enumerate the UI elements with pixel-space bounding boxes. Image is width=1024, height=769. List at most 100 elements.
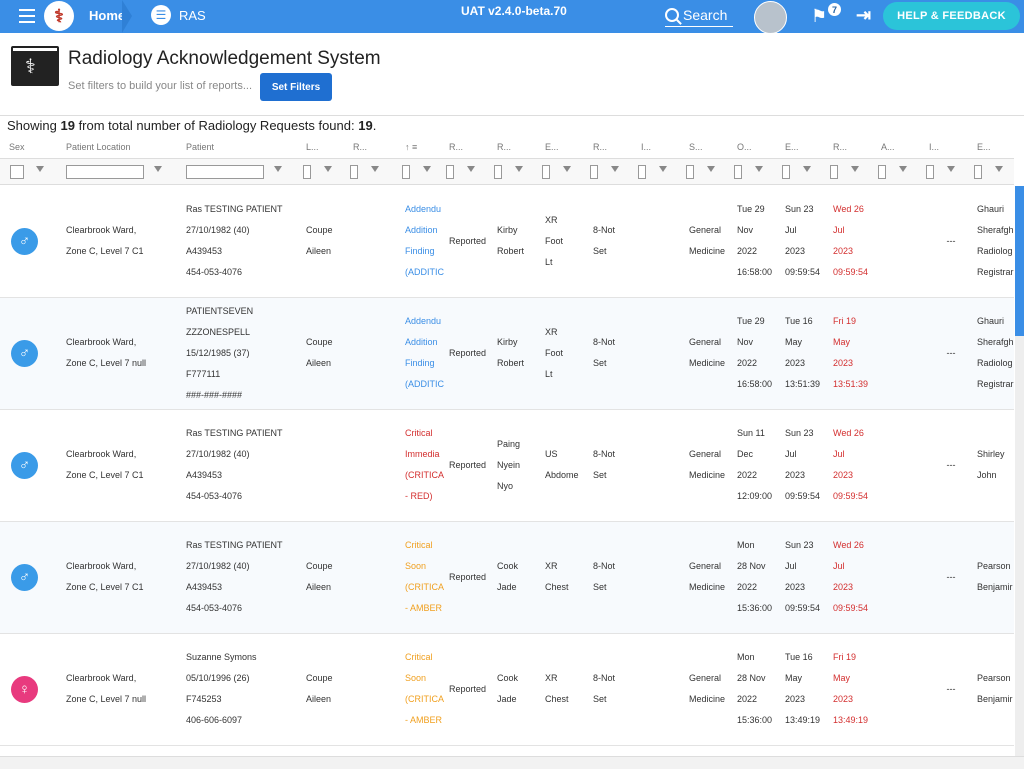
filter-icon[interactable]: [803, 166, 811, 172]
column-filter-input[interactable]: [878, 165, 886, 179]
column-filter-input[interactable]: [734, 165, 742, 179]
app-logo-icon[interactable]: ⚕: [44, 1, 74, 31]
filter-icon[interactable]: [515, 166, 523, 172]
cell-ordered: Sun 11 Dec 2022 12:09:00: [737, 428, 773, 501]
flag-icon[interactable]: ⚑: [811, 6, 828, 26]
filter-icon[interactable]: [947, 166, 955, 172]
logout-icon[interactable]: ⇥: [856, 5, 872, 25]
cell-summary[interactable]: Critical Soon (CRITICA - AMBER: [405, 652, 444, 725]
column-filter-input[interactable]: [446, 165, 454, 179]
filter-icon[interactable]: [371, 166, 379, 172]
cell-exam: XR Chest: [545, 673, 569, 704]
cell-a: ---: [946, 683, 956, 694]
filter-icon[interactable]: [563, 166, 571, 172]
table-row[interactable]: [0, 186, 1014, 298]
column-header[interactable]: Patient: [186, 142, 215, 152]
column-filter-input[interactable]: [638, 165, 646, 179]
cell-summary[interactable]: Critical Immedia (CRITICA - RED): [405, 428, 444, 501]
search-button[interactable]: Search: [665, 4, 733, 27]
cell-exam-date: Sun 23 Jul 2023 09:59:54: [785, 540, 821, 613]
column-header[interactable]: E...: [785, 142, 799, 152]
column-header[interactable]: R...: [449, 142, 464, 152]
column-filter-input[interactable]: [66, 165, 144, 179]
filter-icon[interactable]: [274, 166, 282, 172]
column-filter-input[interactable]: [782, 165, 790, 179]
column-header[interactable]: R...: [593, 142, 608, 152]
column-header[interactable]: R...: [353, 142, 368, 152]
cell-s: General Medicine: [689, 337, 726, 368]
cell-a: ---: [946, 235, 956, 246]
cell-location: Clearbrook Ward, Zone C, Level 7 C1: [66, 449, 144, 480]
column-filter-input[interactable]: [494, 165, 502, 179]
column-filter-input[interactable]: [186, 165, 264, 179]
breadcrumb-separator: [122, 0, 132, 33]
column-filter-input[interactable]: [350, 165, 358, 179]
table-row[interactable]: [0, 522, 1014, 634]
column-header[interactable]: R...: [833, 142, 848, 152]
scrollbar-track[interactable]: [1015, 186, 1024, 756]
summary-shown-count: 19: [60, 118, 75, 133]
cell-e: Pearson Benjamir: [977, 561, 1013, 592]
cell-exam: US Abdome: [545, 449, 579, 480]
cell-patient: Ras TESTING PATIENT 27/10/1982 (40) A439…: [186, 540, 283, 613]
horizontal-scrollbar[interactable]: [0, 756, 1024, 769]
filter-icon[interactable]: [36, 166, 44, 172]
column-header[interactable]: A...: [881, 142, 895, 152]
filter-icon[interactable]: [899, 166, 907, 172]
column-filter-input[interactable]: [926, 165, 934, 179]
breadcrumb-ras[interactable]: RAS: [179, 8, 206, 23]
cell-s: General Medicine: [689, 449, 726, 480]
column-header[interactable]: R...: [497, 142, 512, 152]
filter-icon[interactable]: [611, 166, 619, 172]
filter-icon[interactable]: [423, 166, 431, 172]
set-filters-button[interactable]: Set Filters: [260, 73, 332, 101]
filter-icon[interactable]: [995, 166, 1003, 172]
table-row[interactable]: [0, 410, 1014, 522]
column-header[interactable]: O...: [737, 142, 752, 152]
filter-icon[interactable]: [324, 166, 332, 172]
column-filter-input[interactable]: [303, 165, 311, 179]
help-feedback-button[interactable]: HELP & FEEDBACK: [883, 2, 1020, 30]
search-icon: [665, 8, 679, 22]
cell-ordered: Tue 29 Nov 2022 16:58:00: [737, 204, 773, 277]
column-header[interactable]: E...: [977, 142, 991, 152]
cell-location: Clearbrook Ward, Zone C, Level 7 null: [66, 337, 147, 368]
results-summary: Showing 19 from total number of Radiolog…: [7, 118, 376, 133]
filter-icon[interactable]: [467, 166, 475, 172]
column-header[interactable]: I...: [929, 142, 940, 152]
filter-icon[interactable]: [851, 166, 859, 172]
filter-icon[interactable]: [154, 166, 162, 172]
table-row[interactable]: [0, 298, 1014, 410]
column-filter-input[interactable]: [542, 165, 550, 179]
column-filter-input[interactable]: [10, 165, 24, 179]
column-header[interactable]: L...: [306, 142, 319, 152]
column-filter-input[interactable]: [974, 165, 982, 179]
cell-summary[interactable]: Addendu Addition Finding (ADDITIC: [405, 316, 444, 389]
column-header[interactable]: Patient Location: [66, 142, 131, 152]
column-header[interactable]: ↑ ≡: [405, 142, 418, 152]
page-title: Radiology Acknowledgement System: [68, 48, 381, 69]
breadcrumb-home[interactable]: Home: [89, 8, 126, 23]
scrollbar-thumb[interactable]: [1015, 186, 1024, 336]
column-filter-input[interactable]: [590, 165, 598, 179]
cell-location: Clearbrook Ward, Zone C, Level 7 C1: [66, 225, 144, 256]
column-header[interactable]: Sex: [9, 142, 25, 152]
filter-icon[interactable]: [707, 166, 715, 172]
column-filter-input[interactable]: [830, 165, 838, 179]
column-header[interactable]: E...: [545, 142, 559, 152]
column-filter-input[interactable]: [686, 165, 694, 179]
filter-icon[interactable]: [755, 166, 763, 172]
cell-e: Pearson Benjamir: [977, 673, 1013, 704]
column-header[interactable]: S...: [689, 142, 703, 152]
cell-summary[interactable]: Addendu Addition Finding (ADDITIC: [405, 204, 444, 277]
column-filter-input[interactable]: [402, 165, 410, 179]
column-header[interactable]: I...: [641, 142, 652, 152]
cell-l: Coupe Aileen: [306, 673, 333, 704]
filter-icon[interactable]: [659, 166, 667, 172]
cell-patient: Ras TESTING PATIENT 27/10/1982 (40) A439…: [186, 204, 283, 277]
menu-icon[interactable]: [18, 9, 36, 23]
cell-summary[interactable]: Critical Soon (CRITICA - AMBER: [405, 540, 444, 613]
avatar[interactable]: [754, 1, 787, 34]
table-row[interactable]: [0, 634, 1014, 746]
summary-suffix: .: [372, 118, 377, 133]
